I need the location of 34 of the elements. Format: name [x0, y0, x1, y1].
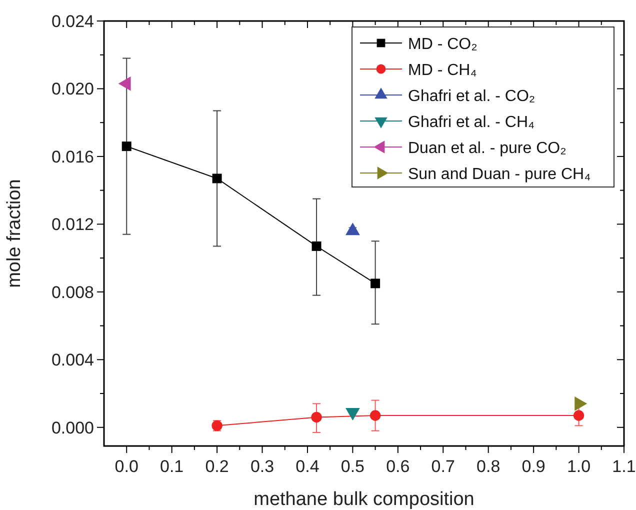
x-tick-label: 0.2 — [205, 457, 229, 476]
legend-label: MD - CH₄ — [408, 62, 477, 79]
y-tick-label: 0.008 — [51, 282, 94, 302]
y-tick-label: 0.000 — [51, 418, 94, 438]
y-axis-title: mole fraction — [4, 179, 25, 288]
x-axis-title: methane bulk composition — [254, 489, 474, 510]
point — [370, 410, 381, 421]
y-tick-label: 0.024 — [51, 12, 94, 31]
x-tick-label: 0.5 — [340, 457, 365, 476]
x-tick-label: 0.0 — [114, 457, 138, 476]
legend-label: Sun and Duan - pure CH₄ — [408, 166, 591, 183]
x-tick-label: 0.3 — [250, 457, 274, 476]
x-tick-label: 0.4 — [296, 457, 320, 476]
x-tick-label: 0.8 — [476, 457, 500, 476]
point — [573, 410, 584, 421]
point — [312, 241, 322, 251]
y-tick-label: 0.020 — [51, 80, 94, 99]
x-tick-label: 1.0 — [566, 457, 591, 476]
y-tick-label: 0.016 — [51, 147, 94, 166]
legend-label: Ghafri et al. - CH₄ — [408, 114, 535, 131]
legend-label: MD - CO₂ — [408, 36, 478, 53]
point — [122, 142, 132, 152]
y-tick-label: 0.004 — [51, 350, 94, 370]
x-tick-label: 0.7 — [431, 457, 455, 476]
x-tick-label: 0.1 — [160, 457, 184, 476]
x-tick-label: 0.6 — [386, 457, 410, 476]
point — [311, 412, 322, 423]
point — [212, 174, 222, 184]
legend-label: Duan et al. - pure CO₂ — [408, 140, 566, 157]
x-tick-label: 0.9 — [522, 457, 546, 476]
point — [370, 278, 380, 288]
legend-label: Ghafri et al. - CO₂ — [408, 88, 536, 105]
y-tick-label: 0.012 — [51, 215, 94, 234]
x-tick-label: 1.1 — [612, 457, 636, 476]
